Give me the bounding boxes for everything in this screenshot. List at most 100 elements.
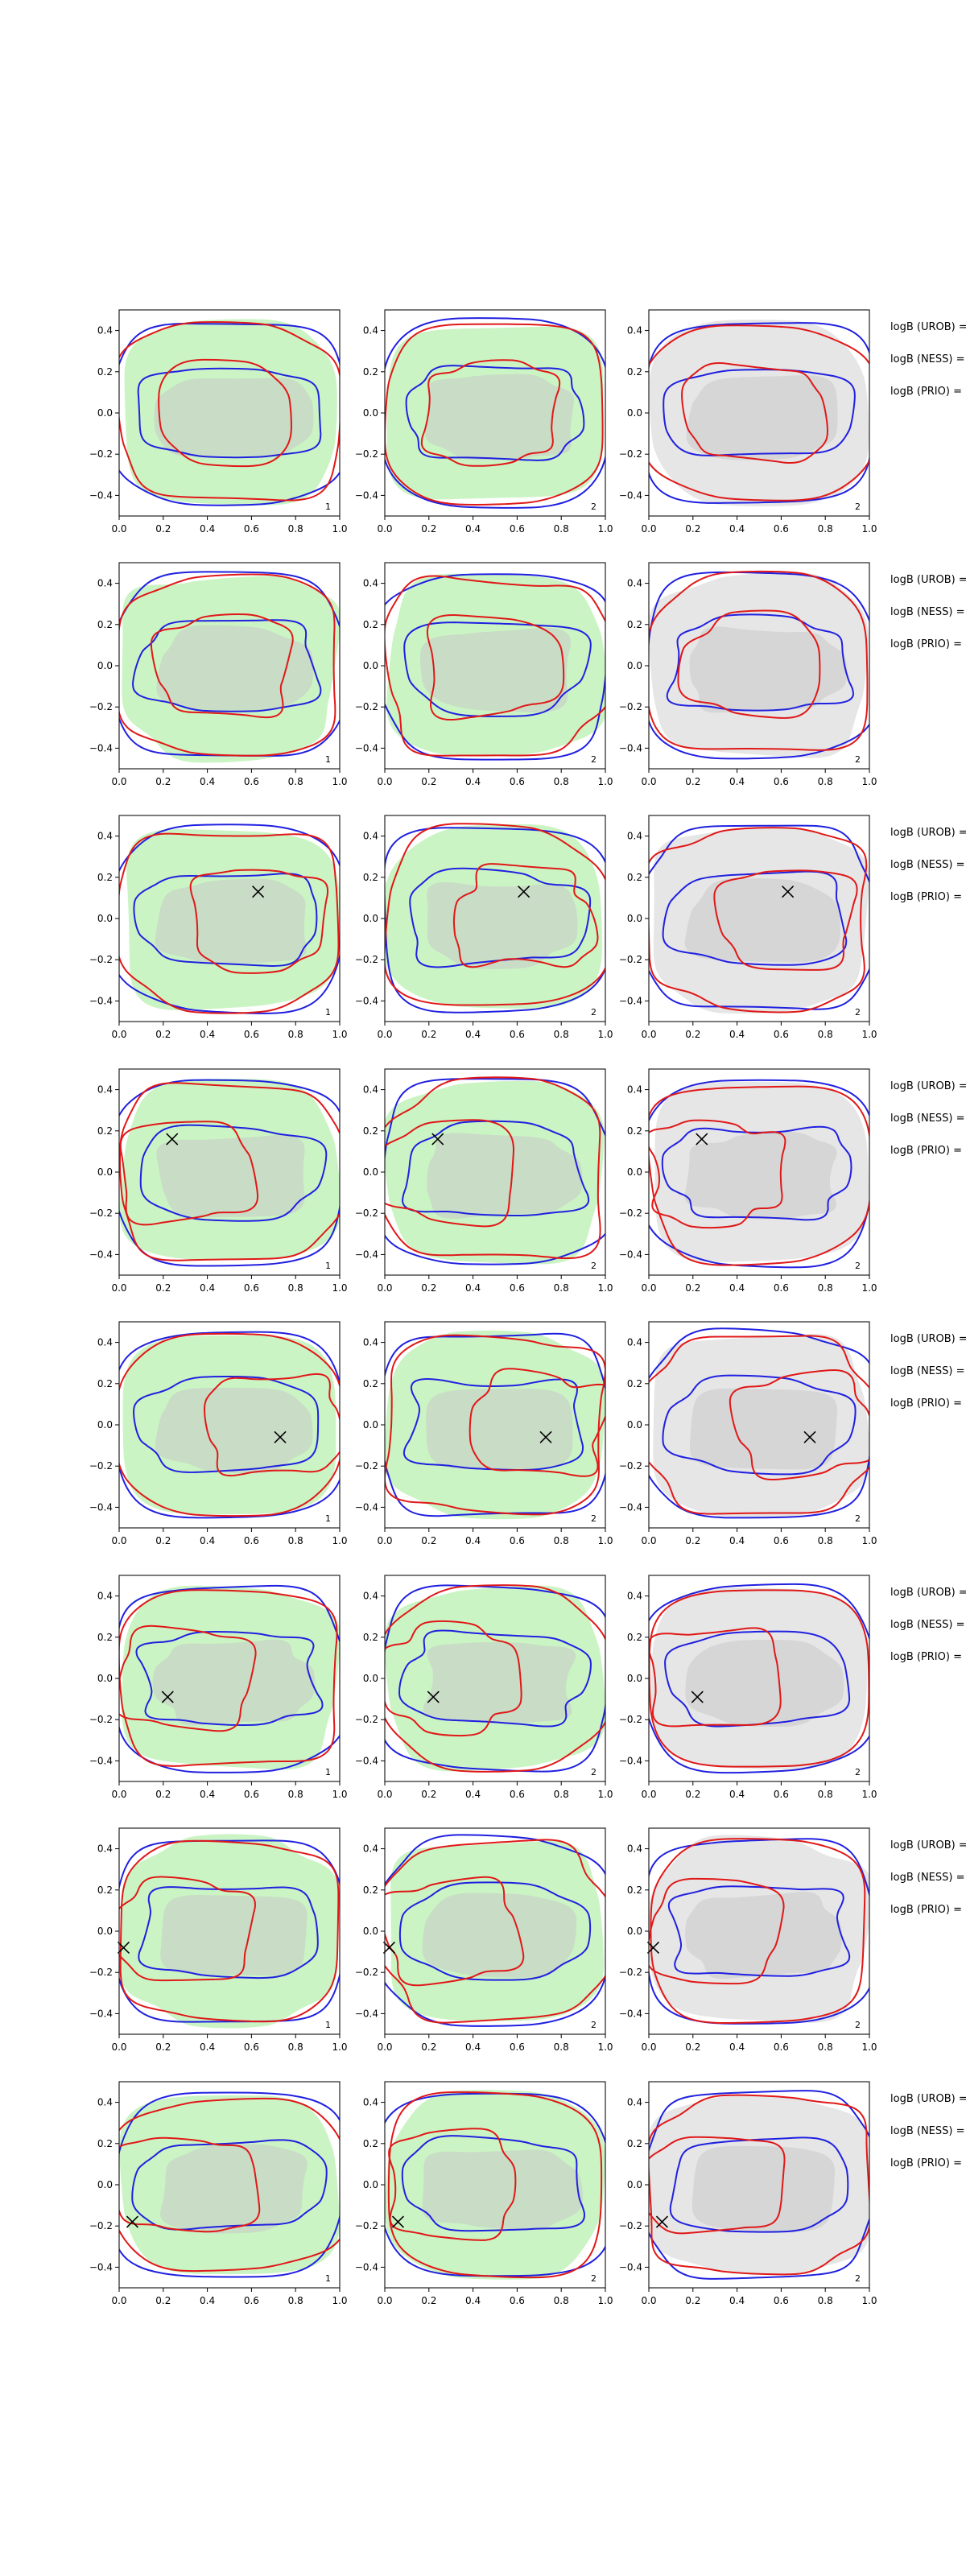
y-tick-label: −0.2 (619, 701, 642, 712)
panel-corner-label: 2 (855, 1007, 861, 1018)
red-inner-contour (649, 1627, 782, 1728)
y-tick-label: −0.4 (89, 1249, 113, 1260)
y-tick-label: −0.4 (89, 489, 113, 501)
y-tick-label: 0.4 (97, 1843, 113, 1855)
panel-r6-c2: 0.0 0.2 0.4 0.6 0.8 1.0 0.4 0.2 0.0 −0.2 −0.4 2 (355, 1575, 613, 1800)
x-tick-label: 0.2 (685, 776, 700, 787)
y-tick-label: 0.0 (627, 1419, 642, 1430)
x-tick-label: 0.8 (554, 1535, 569, 1546)
x-tick-label: 0.2 (685, 2041, 700, 2053)
panel-corner-label: 1 (325, 754, 331, 765)
panel-r2-c3-plot-area (649, 570, 869, 760)
red-outer-contour (649, 1335, 869, 1515)
panel-r3-c2: 0.0 0.2 0.4 0.6 0.8 1.0 0.4 0.2 0.0 −0.2 −0.4 2 (355, 815, 613, 1040)
red-inner-contour (150, 613, 294, 719)
true-value-marker (646, 1941, 660, 1955)
x-tick-label: 1.0 (332, 2295, 347, 2306)
x-tick-label: 0.2 (421, 523, 436, 535)
blue-inner-contour (662, 1374, 857, 1476)
blue-outer-contour (385, 1078, 605, 1265)
red-outer-contour (119, 573, 336, 757)
panel-r5-c1-plot-area (119, 1331, 340, 1519)
x-tick-label: 0.2 (421, 1282, 436, 1294)
x-tick-label: 0.8 (288, 1535, 303, 1546)
blue-inner-contour (403, 621, 592, 717)
y-tick-label: 0.0 (97, 407, 113, 419)
x-tick-label: 0.0 (641, 1789, 656, 1800)
panel-r1-c1-plot-area (119, 319, 340, 506)
panel-corner-label: 2 (855, 1767, 861, 1777)
panel-r3-c1: 0.0 0.2 0.4 0.6 0.8 1.0 0.4 0.2 0.0 −0.2 −0.4 1 (89, 815, 348, 1040)
blue-inner-contour (666, 613, 855, 712)
x-tick-label: 0.8 (288, 1789, 303, 1800)
panel-r3-c3: 0.0 0.2 0.4 0.6 0.8 1.0 0.4 0.2 0.0 −0.2 −0.4 2 (619, 815, 877, 1040)
blue-outer-contour (649, 1327, 869, 1519)
side-label-row6-2: logB (NESS) = (890, 1619, 964, 1631)
x-tick-label: 0.6 (774, 2041, 789, 2053)
y-tick-label: 0.0 (363, 660, 378, 671)
y-tick-label: −0.4 (89, 742, 113, 753)
panel-r4-c3: 0.0 0.2 0.4 0.6 0.8 1.0 0.4 0.2 0.0 −0.2 −0.4 2 (619, 1068, 877, 1294)
panel-corner-label: 2 (855, 1261, 861, 1271)
side-label-row4-2: logB (NESS) = (890, 1113, 964, 1125)
x-tick-label: 0.6 (244, 776, 259, 787)
panel-r8-c1-plot-area (119, 2091, 340, 2278)
y-tick-label: −0.4 (89, 2008, 113, 2019)
x-tick-label: 0.4 (200, 1535, 215, 1546)
inner-density-region (684, 1131, 837, 1220)
blue-inner-contour (398, 1629, 592, 1728)
x-tick-label: 0.0 (377, 1029, 392, 1040)
y-tick-label: 0.0 (627, 913, 642, 924)
panel-r5-c3: 0.0 0.2 0.4 0.6 0.8 1.0 0.4 0.2 0.0 −0.2 −0.4 2 (619, 1321, 877, 1546)
panel-r5-c2-plot-area (385, 1330, 605, 1520)
side-label-row3-3: logB (PRIO) = (890, 891, 962, 903)
y-tick-label: 0.4 (97, 325, 113, 336)
side-label-row7-1: logB (UROB) = (890, 1839, 966, 1852)
y-tick-label: 0.0 (363, 407, 378, 419)
blue-outer-contour (119, 323, 340, 506)
x-tick-label: 0.2 (685, 523, 700, 535)
side-label-row1-3: logB (PRIO) = (890, 386, 962, 398)
true-value-marker (274, 1430, 287, 1443)
panel-r6-c1: 0.0 0.2 0.4 0.6 0.8 1.0 0.4 0.2 0.0 −0.2 −0.4 1 (89, 1575, 348, 1800)
y-tick-label: 0.4 (363, 1843, 378, 1855)
x-tick-label: 0.6 (244, 523, 259, 535)
side-labels: logB (UROB) = logB (NESS) = logB (PRIO) = l… (890, 321, 966, 2169)
y-tick-label: 0.2 (97, 1885, 113, 1896)
inner-density-region (685, 1639, 844, 1728)
y-tick-label: −0.4 (619, 995, 642, 1006)
panel-corner-label: 2 (591, 1513, 597, 1524)
y-tick-label: 0.4 (363, 1591, 378, 1602)
x-tick-label: 0.4 (729, 776, 745, 787)
y-tick-label: 0.4 (97, 1084, 113, 1096)
panel-r6-c2-plot-area (385, 1584, 605, 1773)
side-label-row8-3: logB (PRIO) = (890, 2157, 962, 2169)
y-tick-label: 0.2 (627, 1125, 642, 1137)
panel-corner-label: 1 (325, 1513, 331, 1524)
y-tick-label: −0.2 (619, 1460, 642, 1472)
y-tick-label: 0.4 (97, 2097, 113, 2108)
side-label-row6-3: logB (PRIO) = (890, 1651, 962, 1663)
y-tick-label: 0.4 (363, 325, 378, 336)
x-tick-label: 0.0 (111, 1282, 126, 1294)
side-label-row5-2: logB (NESS) = (890, 1365, 964, 1377)
x-tick-label: 0.6 (244, 2295, 259, 2306)
y-tick-label: 0.0 (627, 1166, 642, 1178)
x-tick-label: 0.2 (685, 1535, 700, 1546)
panel-corner-label: 2 (855, 2273, 861, 2284)
true-value-marker (391, 2215, 405, 2228)
blue-outer-contour (649, 1838, 869, 2025)
x-tick-label: 1.0 (597, 2295, 613, 2306)
inner-density-region (689, 1388, 838, 1470)
y-tick-label: −0.4 (89, 1501, 113, 1513)
blue-inner-contour (131, 619, 322, 712)
blue-inner-contour (409, 867, 592, 968)
y-tick-label: −0.2 (355, 1967, 378, 1978)
y-tick-label: −0.4 (619, 489, 642, 501)
inner-density-region (155, 1387, 313, 1474)
side-label-row5-3: logB (PRIO) = (890, 1397, 962, 1410)
blue-outer-contour (649, 824, 869, 1010)
red-inner-contour (649, 1119, 786, 1229)
x-tick-label: 1.0 (861, 1535, 877, 1546)
